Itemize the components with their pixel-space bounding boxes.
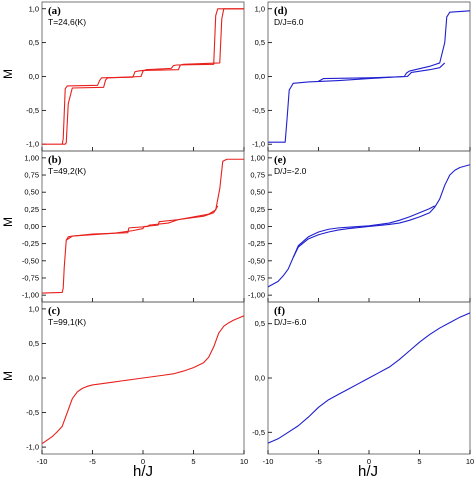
panel-c-ytick-label: -1,0 — [26, 443, 39, 452]
y-axis-label-bottom: M — [1, 371, 15, 381]
panel-b-ytick-label: 0,75 — [24, 171, 39, 180]
panel-e-ytick-label: -1,00 — [248, 291, 265, 300]
panel-c: -1,0 -0,5 0,0 0,5 1,0 -10 -5 0 5 10 (c)T=99,1(K) — [26, 301, 248, 466]
panel-d-series-line-1 — [268, 10, 470, 143]
panel-f-ytick-label: -0,5 — [252, 428, 265, 437]
panel-c-ytick-label: -0,5 — [26, 408, 39, 417]
panel-b-series-line-2 — [65, 205, 219, 241]
panel-f-ytick-label: 0,5 — [255, 319, 265, 328]
panel-e-ytick-label: 0,75 — [250, 171, 265, 180]
panel-e-ytick-label: -0,25 — [248, 239, 265, 248]
panel-c-series-line-1 — [42, 315, 244, 445]
panel-e-series-line-1 — [268, 164, 470, 288]
panel-a-series-line-2 — [42, 8, 244, 145]
panel-e-ytick-label: 0,50 — [250, 188, 265, 197]
panel-e-ytick-label: 1,00 — [250, 153, 265, 162]
panel-f-letter: (f) — [274, 305, 285, 317]
panel-e-ytick-label: 0,25 — [250, 205, 265, 214]
panel-f-annotation: D/J=-6.0 — [274, 317, 307, 327]
panel-a-series-line-1 — [61, 8, 244, 145]
panel-b-ytick-label: -0,25 — [22, 239, 39, 248]
panel-b-ytick-label: -1,00 — [22, 291, 39, 300]
panel-a-letter: (a) — [48, 5, 61, 17]
panel-b-ytick-label: -0,50 — [22, 256, 39, 265]
panels-layer: -1,0-0,50,00,51,0 (a)T=24,6(K)-1,00-0,75-… — [22, 1, 474, 466]
panel-f-xtick-label: -5 — [315, 457, 322, 466]
panel-d: -1,0 -0,5 0,0 0,5 1,0 (d)D/J=6.0 — [252, 1, 471, 152]
panel-c-ytick-label: 0,5 — [29, 339, 39, 348]
panel-f-series-line-1 — [268, 312, 470, 444]
panel-e-ytick-label: 0,00 — [250, 222, 265, 231]
panel-c-xtick-label: -10 — [37, 457, 48, 466]
panel-a-ytick-label: -1,0 — [26, 140, 39, 149]
panel-d-ytick-label: 0,5 — [255, 38, 265, 47]
panel-a-ytick-label: 0,5 — [29, 38, 39, 47]
panel-b-ytick-label: 0,25 — [24, 205, 39, 214]
panel-d-ytick-label: -1,0 — [252, 140, 265, 149]
panel-d-series-line-2 — [318, 62, 446, 82]
y-axis-label-middle: M — [1, 217, 15, 227]
panel-d-ytick-label: 1,0 — [255, 4, 265, 13]
panel-c-ytick-label: 0,0 — [29, 374, 39, 383]
panel-d-ytick-label: 0,0 — [255, 72, 265, 81]
panel-a-ytick-label: -0,5 — [26, 106, 39, 115]
panel-f-xtick-label: 10 — [466, 457, 474, 466]
panel-b-annotation: T=49,2(K) — [48, 166, 86, 176]
panel-c-annotation: T=99,1(K) — [48, 317, 86, 327]
panel-d-ytick-label: -0,5 — [252, 106, 265, 115]
panel-c-xtick-label: -5 — [89, 457, 96, 466]
panel-c-xtick-label: 5 — [191, 457, 195, 466]
panel-e: -1,00 -0,75 -0,50 -0,25 0,00 0,25 0,50 0,75 1,00… — [248, 150, 471, 303]
panel-e-ytick-label: -0,75 — [248, 273, 265, 282]
panel-d-annotation: D/J=6.0 — [274, 17, 304, 27]
panel-b-ytick-label: -0,75 — [22, 273, 39, 282]
panel-b: -1,00 -0,75 -0,50 -0,25 0,00 0,25 0,50 0,75 1,00… — [22, 150, 245, 303]
panel-f-xtick-label: -10 — [263, 457, 274, 466]
panel-e-annotation: D/J=-2.0 — [274, 166, 307, 176]
panel-c-xtick-label: 0 — [141, 457, 145, 466]
panel-d-letter: (d) — [274, 5, 288, 17]
panel-a-ytick-label: 0,0 — [29, 72, 39, 81]
panel-b-ytick-label: 1,00 — [24, 153, 39, 162]
panel-c-letter: (c) — [48, 305, 61, 317]
panel-a: -1,0 -0,5 0,0 0,5 1,0 (a)T=24,6(K) — [26, 1, 245, 152]
panel-b-series-line-1 — [42, 158, 244, 294]
panel-b-ytick-label: 0,50 — [24, 188, 39, 197]
x-axis-label-left: h/J — [133, 463, 153, 479]
panel-e-ytick-label: -0,50 — [248, 256, 265, 265]
panel-b-ytick-label: 0,00 — [24, 222, 39, 231]
panel-a-annotation: T=24,6(K) — [48, 17, 86, 27]
panel-f-xtick-label: 0 — [367, 457, 371, 466]
panel-f: -0,5 0,0 0,5 -10 -5 0 5 10 (f)D/J=-6.0 — [252, 301, 474, 466]
x-axis-label-right: h/J — [358, 463, 378, 479]
y-axis-label-top: M — [1, 69, 15, 79]
panel-f-xtick-label: 5 — [417, 457, 421, 466]
panel-c-xtick-label: 10 — [240, 457, 248, 466]
panel-f-ytick-label: 0,0 — [255, 374, 265, 383]
panel-b-letter: (b) — [48, 154, 62, 166]
panel-e-letter: (e) — [274, 154, 287, 166]
panel-a-ytick-label: 1,0 — [29, 4, 39, 13]
panel-e-series-line-2 — [292, 205, 435, 258]
panel-c-ytick-label: 1,0 — [29, 304, 39, 313]
